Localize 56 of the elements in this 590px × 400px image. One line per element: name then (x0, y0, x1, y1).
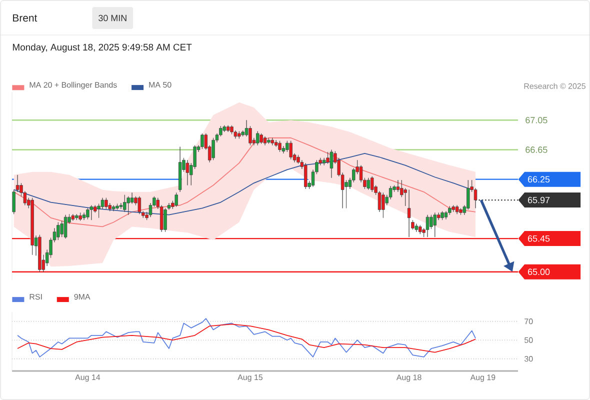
candlestick (270, 138, 274, 146)
candlestick (82, 212, 86, 220)
candlestick (426, 214, 430, 238)
candlestick (78, 212, 82, 221)
candlestick (75, 214, 78, 220)
candlestick (260, 133, 263, 144)
candlestick (71, 214, 75, 221)
line-series (17, 324, 476, 353)
candlestick (278, 140, 282, 152)
candlestick (126, 196, 130, 216)
y-tick-label: 67.05 (526, 116, 548, 124)
chart-title: Brent (13, 14, 38, 22)
chart-subtitle: Monday, August 18, 2025 9:49:58 AM CET (12, 44, 192, 52)
candlestick (448, 206, 452, 216)
candlestick (56, 222, 60, 240)
candlestick (112, 205, 116, 212)
candlestick (86, 208, 90, 220)
candlestick (455, 205, 459, 214)
candlestick (174, 192, 178, 207)
candlestick (178, 146, 182, 192)
candlestick (414, 224, 418, 232)
candlestick (370, 176, 374, 192)
y-tick-label: 66.65 (526, 146, 548, 153)
candlestick (366, 178, 370, 190)
candlestick (104, 198, 108, 210)
y-tick-label: 66.25 (528, 176, 550, 183)
y-tick-label: 65.45 (528, 235, 550, 242)
candlestick (256, 131, 260, 146)
candlestick (382, 192, 385, 218)
y-tick-label: 65.97 (528, 196, 550, 204)
candlestick (200, 133, 204, 150)
line-series (17, 318, 476, 358)
candlestick (238, 131, 241, 139)
candlestick (459, 208, 462, 216)
candlestick (116, 204, 119, 210)
candlestick (289, 140, 292, 160)
candlestick (330, 150, 334, 178)
candlestick (186, 160, 190, 186)
candlestick (64, 214, 68, 239)
candlestick (433, 212, 437, 238)
candlestick (138, 196, 142, 214)
candlestick (222, 125, 226, 132)
candlestick (418, 225, 422, 234)
candlestick (123, 194, 126, 212)
y-tick-label: 65.00 (528, 268, 550, 276)
candlestick (230, 125, 234, 134)
candlestick (263, 136, 267, 146)
candlestick (90, 205, 94, 220)
candlestick (440, 210, 444, 220)
candlestick (267, 138, 270, 144)
candlestick (212, 138, 215, 160)
candlestick (304, 162, 308, 190)
line-series (13, 137, 476, 228)
candlestick (226, 125, 230, 132)
text: 30 MIN (98, 14, 126, 22)
candlestick (452, 205, 455, 212)
